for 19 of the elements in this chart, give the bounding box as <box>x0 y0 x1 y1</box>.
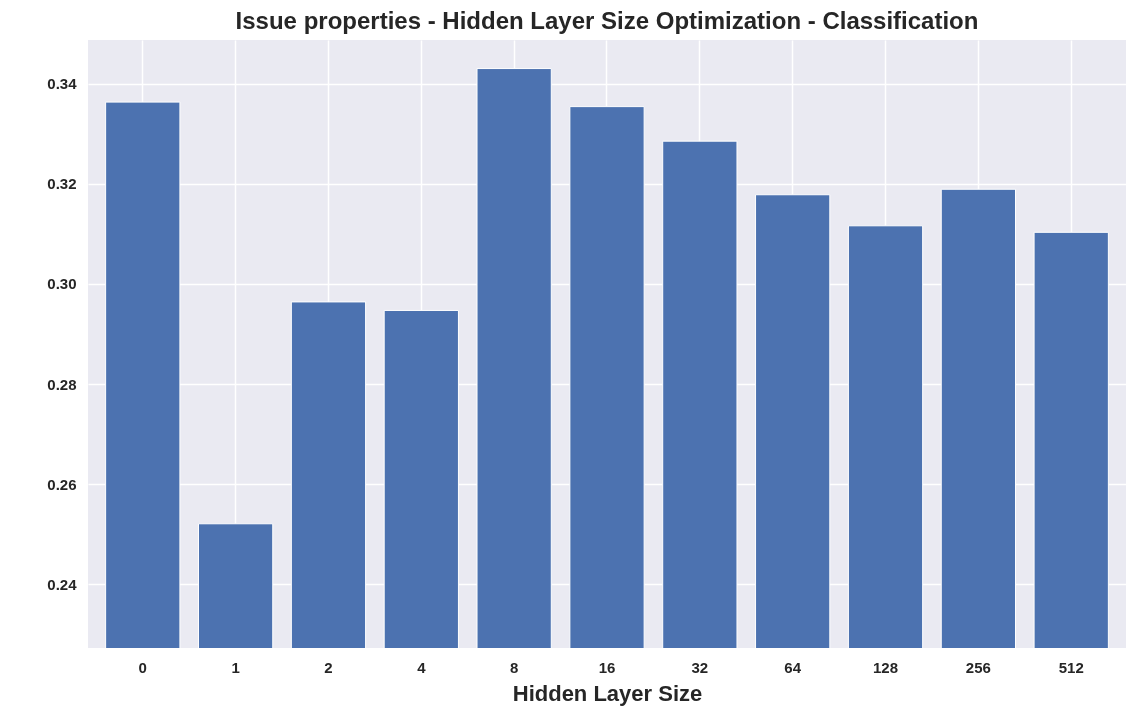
chart-title: Issue properties - Hidden Layer Size Optimization - Classification <box>235 7 979 34</box>
x-tick-label: 2 <box>324 658 333 676</box>
y-tick-label: 0.28 <box>47 375 77 393</box>
x-tick-label: 512 <box>1058 658 1084 676</box>
x-tick-label: 8 <box>509 658 519 676</box>
x-tick-label: 16 <box>598 658 616 676</box>
x-tick-label: 32 <box>691 658 709 676</box>
y-tick-label: 0.34 <box>47 75 78 93</box>
y-tick-label: 0.30 <box>47 275 77 293</box>
x-tick-label: 128 <box>873 658 899 676</box>
y-tick-label: 0.26 <box>47 475 77 493</box>
x-tick-label: 4 <box>417 658 427 676</box>
x-tick-label: 256 <box>965 658 991 676</box>
y-tick-label: 0.24 <box>47 575 78 593</box>
y-tick-label: 0.32 <box>47 175 77 193</box>
x-axis-title: Hidden Layer Size <box>512 680 703 706</box>
x-tick-label: 64 <box>784 658 802 676</box>
x-tick-label: 0 <box>138 658 147 676</box>
x-tick-label: 1 <box>231 658 240 676</box>
